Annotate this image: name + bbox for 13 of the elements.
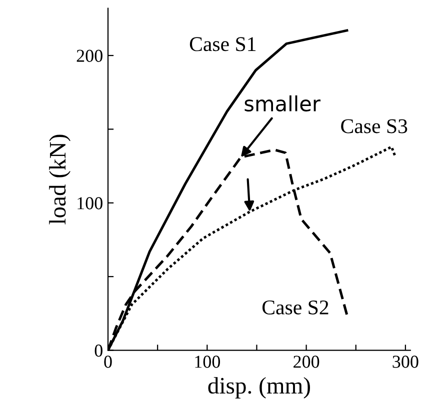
x-axis-title: disp. (mm) — [208, 377, 310, 398]
x-tick-label: 0 — [104, 356, 112, 368]
annotation: Case S1 — [190, 37, 256, 52]
x-tick-label: 100 — [195, 356, 220, 368]
y-tick-label: 0 — [94, 344, 102, 357]
annotation: Case S3 — [341, 119, 408, 134]
y-tick-label: 100 — [78, 197, 102, 210]
annotation: Case S2 — [262, 300, 328, 314]
y-tick-label: 200 — [76, 50, 102, 62]
y-axis-title: load (kN) — [49, 134, 70, 224]
x-tick-label: 300 — [392, 356, 418, 368]
annotation: smaller — [244, 95, 321, 112]
x-tick-label: 200 — [294, 356, 320, 368]
